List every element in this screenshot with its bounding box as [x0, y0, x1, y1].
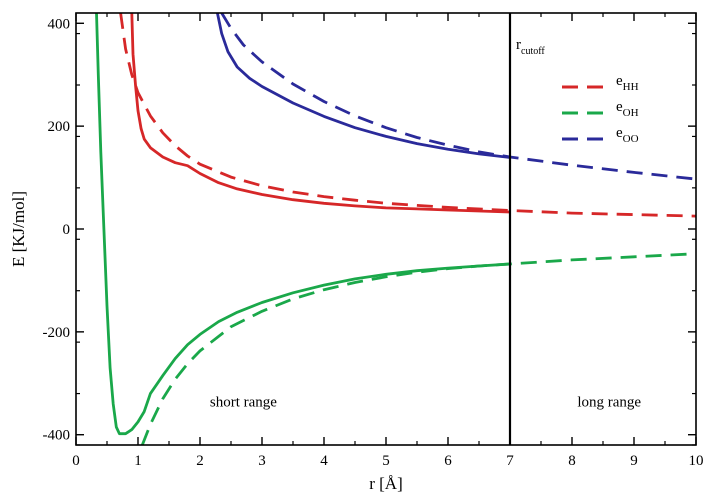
x-tick-label: 3 — [258, 453, 266, 469]
x-axis-label: r [Å] — [369, 474, 403, 493]
y-tick-label: -200 — [43, 325, 71, 341]
series-hh_solid-line — [130, 13, 511, 214]
annotation-label: long range — [577, 394, 641, 410]
x-tick-label: 9 — [630, 453, 638, 469]
plot-frame — [75, 12, 697, 446]
x-tick-label: 1 — [134, 453, 142, 469]
y-tick-label: 200 — [48, 119, 71, 135]
x-tick-label: 7 — [506, 453, 514, 469]
x-tick-label: 0 — [72, 453, 80, 469]
legend-label-oh_solid: eOH — [616, 99, 639, 119]
series-hh_dashed-line — [119, 13, 696, 218]
x-tick-label: 10 — [689, 453, 704, 469]
y-tick-label: -400 — [43, 428, 71, 444]
y-tick-label: 0 — [63, 222, 71, 238]
y-tick-label: 400 — [48, 16, 71, 32]
x-tick-label: 5 — [382, 453, 390, 469]
series-oh_solid-line — [95, 13, 511, 436]
series-oh_dashed-line — [140, 252, 696, 445]
y-axis-label: E [KJ/mol] — [9, 191, 28, 267]
x-tick-label: 4 — [320, 453, 328, 469]
x-tick-label: 8 — [568, 453, 576, 469]
annotation-label: short range — [210, 394, 277, 410]
series-oo_dashed-line — [220, 13, 696, 181]
series-oo_solid-line — [216, 13, 511, 159]
legend-label-hh_solid: eHH — [616, 73, 639, 93]
x-tick-label: 6 — [444, 453, 452, 469]
legend-label-oo_solid: eOO — [616, 125, 639, 145]
x-tick-label: 2 — [196, 453, 204, 469]
cutoff-label: rcutoff — [516, 37, 545, 57]
